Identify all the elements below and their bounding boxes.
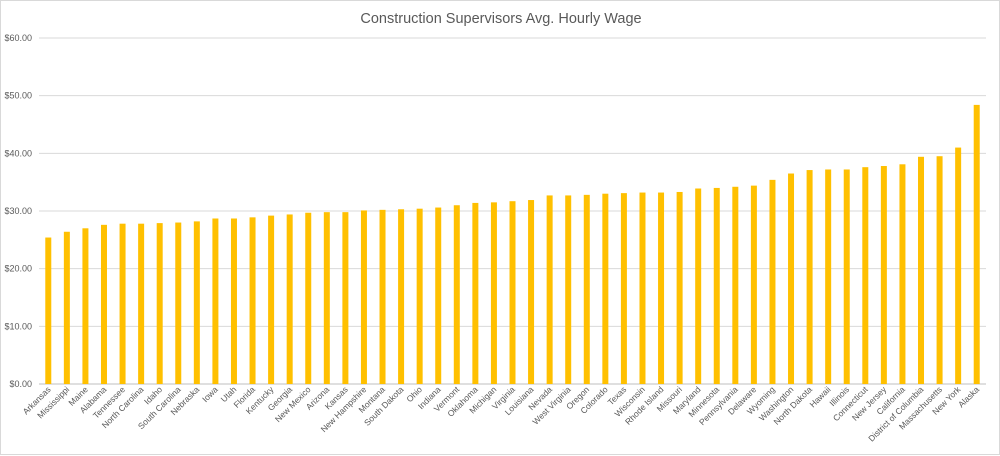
x-tick-label: Hawaii	[807, 384, 832, 409]
bar	[398, 209, 405, 384]
bar	[676, 191, 683, 384]
bar	[156, 223, 163, 384]
y-tick-label: $30.00	[4, 206, 32, 216]
bar	[899, 164, 906, 384]
bar	[342, 212, 349, 384]
bar	[286, 214, 293, 384]
bar	[323, 212, 330, 384]
bar	[713, 187, 720, 384]
bar	[565, 195, 572, 384]
bar	[583, 194, 590, 384]
y-tick-label: $10.00	[4, 321, 32, 331]
bar	[379, 209, 386, 384]
bar	[936, 156, 943, 384]
bar	[955, 147, 962, 384]
bar	[825, 169, 832, 384]
bar	[695, 188, 702, 384]
bar	[862, 167, 869, 384]
bar	[546, 195, 553, 384]
bar	[658, 192, 665, 384]
bars	[45, 104, 980, 384]
bar	[193, 221, 200, 384]
bar	[509, 201, 516, 384]
bar	[212, 218, 219, 384]
bar	[918, 156, 925, 384]
bar	[100, 224, 107, 384]
bar	[490, 202, 497, 384]
bar	[639, 192, 646, 384]
bar	[788, 173, 795, 384]
y-tick-label: $20.00	[4, 264, 32, 274]
bar	[750, 185, 757, 384]
bar	[472, 202, 479, 384]
bar	[138, 223, 145, 384]
bar	[82, 228, 89, 384]
bar	[175, 222, 182, 384]
y-tick-label: $40.00	[4, 148, 32, 158]
bar	[268, 215, 275, 384]
bar	[620, 193, 627, 384]
bar	[806, 170, 813, 384]
bar	[528, 200, 535, 384]
y-tick-label: $0.00	[9, 379, 32, 389]
x-axis-ticks: ArkansasMississippiMaineAlabamaTennessee…	[21, 384, 982, 444]
bar	[843, 169, 850, 384]
bar	[305, 212, 312, 384]
x-tick-label: Iowa	[200, 384, 220, 404]
bar	[973, 104, 980, 384]
bar	[63, 231, 70, 384]
bar	[230, 218, 237, 384]
y-tick-label: $60.00	[4, 33, 32, 43]
bar	[880, 166, 887, 384]
y-tick-label: $50.00	[4, 91, 32, 101]
bar	[453, 205, 460, 384]
bar	[249, 217, 256, 384]
bar	[45, 237, 52, 384]
bar	[732, 186, 739, 384]
bar	[416, 208, 423, 384]
bar	[360, 210, 367, 384]
x-tick-label: Alaska	[956, 384, 981, 409]
chart-title: Construction Supervisors Avg. Hourly Wag…	[360, 11, 641, 27]
bar	[119, 223, 126, 384]
bar	[769, 179, 776, 384]
y-axis-ticks: $0.00 $10.00 $20.00 $30.00 $40.00 $50.00 $60.0…	[4, 33, 32, 389]
bar	[435, 207, 442, 384]
bar	[602, 193, 609, 384]
